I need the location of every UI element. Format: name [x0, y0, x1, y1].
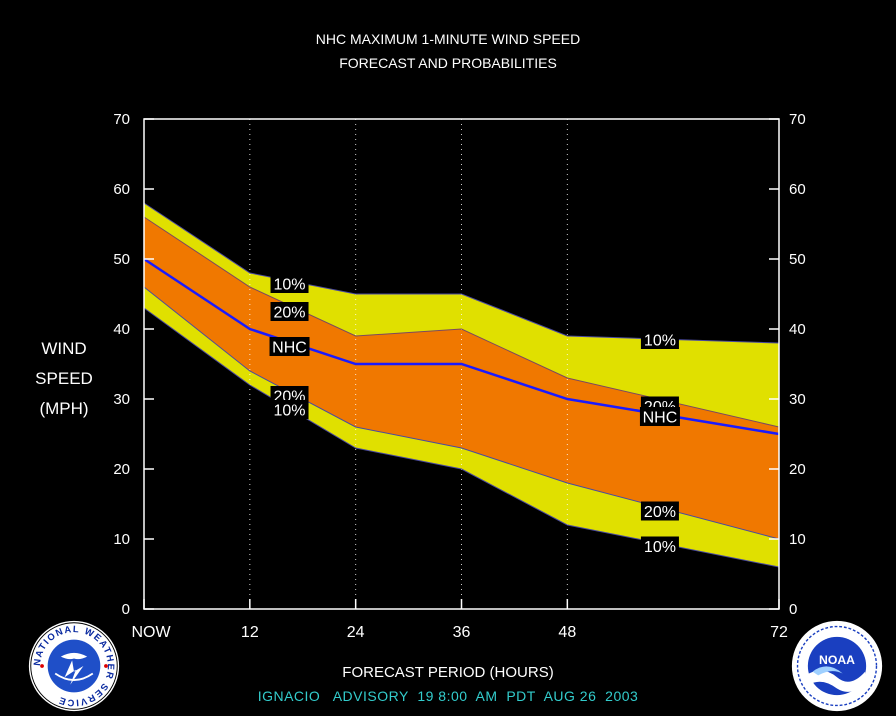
- y-tick-label-left-0: 0: [122, 601, 130, 618]
- annotation-10pct-9: 10%: [640, 536, 679, 556]
- line-20pct-lower: [143, 286, 780, 540]
- x-tick-label-24: 24: [347, 624, 365, 641]
- annotation-label: 10%: [644, 333, 676, 350]
- y-tick-label-right-40: 40: [789, 321, 806, 338]
- chart-title-line2: FORECAST AND PROBABILITIES: [339, 55, 557, 71]
- annotation-box: [270, 400, 309, 419]
- y-tick-label-right-50: 50: [789, 251, 806, 268]
- noaa-logo-icon: NOAA: [791, 620, 883, 712]
- y-tick-label-left-20: 20: [113, 461, 130, 478]
- y-tick-label-right-0: 0: [789, 601, 797, 618]
- x-tick-label-now: NOW: [131, 624, 171, 641]
- y-axis-label-line2: SPEED: [35, 369, 93, 388]
- y-tick-label-left-70: 70: [113, 111, 130, 128]
- y-axis-label-line3: (MPH): [39, 399, 89, 418]
- y-tick-label-right-70: 70: [789, 111, 806, 128]
- annotation-10pct-0: 10%: [270, 274, 309, 294]
- y-tick-label-left-30: 30: [113, 391, 130, 408]
- annotation-label: 20%: [644, 504, 676, 521]
- advisory-footer: IGNACIO ADVISORY 19 8:00 AM PDT AUG 26 2…: [257, 688, 639, 704]
- line-10pct-upper: [143, 202, 780, 344]
- annotation-20pct-8: 20%: [640, 501, 679, 521]
- x-tick-label-12: 12: [241, 624, 259, 641]
- y-axis-label-line1: WIND: [41, 339, 87, 358]
- annotation-label: 10%: [274, 403, 306, 420]
- annotation-box: [270, 274, 309, 293]
- y-tick-label-left-10: 10: [113, 531, 130, 548]
- x-axis-label: FORECAST PERIOD (HOURS): [342, 664, 554, 681]
- y-tick-label-right-10: 10: [789, 531, 806, 548]
- annotation-nhc-2: NHC: [269, 337, 310, 357]
- annotation-10pct-5: 10%: [640, 330, 679, 350]
- noaa-logo-text: NOAA: [819, 653, 855, 667]
- y-tick-label-left-40: 40: [113, 321, 130, 338]
- band-20pct: [144, 217, 779, 539]
- y-tick-label-right-30: 30: [789, 391, 806, 408]
- annotation-box: [639, 407, 680, 426]
- x-tick-label-72: 72: [770, 624, 788, 641]
- annotation-label: 20%: [274, 305, 306, 322]
- y-tick-label-right-60: 60: [789, 181, 806, 198]
- annotation-nhc-7: NHC: [639, 407, 680, 427]
- x-tick-label-36: 36: [453, 624, 471, 641]
- annotation-label: NHC: [272, 340, 307, 357]
- y-tick-label-left-50: 50: [113, 251, 130, 268]
- annotation-label: NHC: [643, 410, 678, 427]
- line-20pct-upper: [143, 216, 780, 428]
- annotation-box: [640, 501, 679, 521]
- chart-title-line1: NHC MAXIMUM 1-MINUTE WIND SPEED: [315, 31, 581, 47]
- nws-logo-icon: NATIONAL WEATHER SERVICE: [28, 620, 120, 712]
- annotation-box: [270, 302, 309, 321]
- y-tick-label-right-20: 20: [789, 461, 806, 478]
- annotation-box: [640, 536, 679, 556]
- line-10pct-lower: [143, 307, 780, 568]
- annotation-10pct-4: 10%: [270, 400, 309, 420]
- annotation-20pct-1: 20%: [270, 302, 309, 322]
- y-tick-label-left-60: 60: [113, 181, 130, 198]
- annotation-label: 10%: [644, 539, 676, 556]
- line-nhc-forecast: [143, 257, 780, 436]
- annotation-label: 10%: [274, 277, 306, 294]
- annotation-box: [640, 330, 679, 349]
- annotation-box: [269, 337, 310, 356]
- x-tick-label-48: 48: [558, 624, 576, 641]
